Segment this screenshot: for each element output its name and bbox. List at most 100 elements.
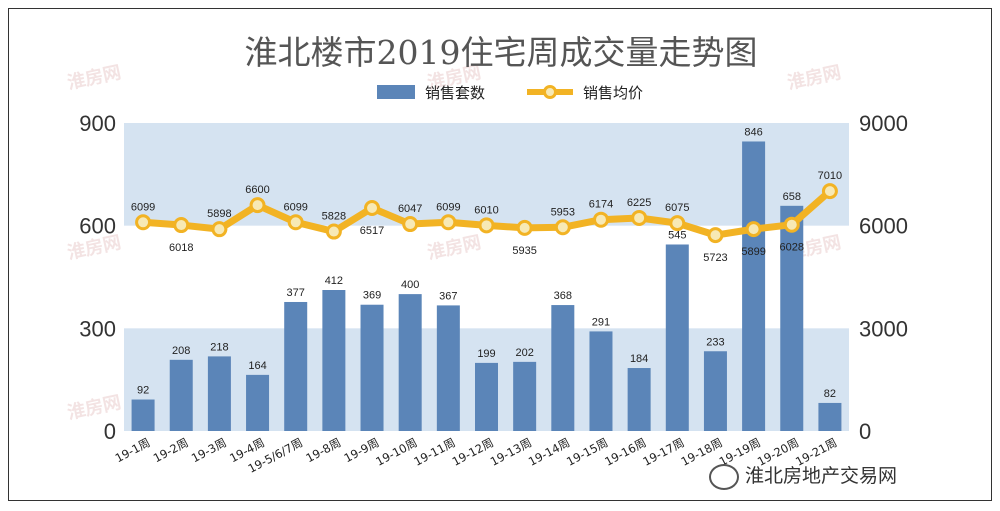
wechat-icon <box>709 463 739 490</box>
left-axis-tick: 0 <box>104 419 116 444</box>
price-value-label: 6099 <box>283 201 307 213</box>
price-point <box>402 216 419 233</box>
price-value-label: 5898 <box>207 208 231 220</box>
left-axis-tick: 600 <box>79 214 116 239</box>
category-label: 19-17周 <box>640 435 686 468</box>
bar-value-label: 202 <box>515 347 533 359</box>
price-point <box>287 214 304 231</box>
chart-title: 淮北楼市2019住宅周成交量走势图 <box>245 33 758 72</box>
left-axis-tick: 900 <box>79 111 116 136</box>
price-value-label: 6225 <box>627 197 651 209</box>
band-600-900 <box>124 123 849 226</box>
watermark-text: 淮房网 <box>785 61 842 94</box>
bar <box>818 402 842 431</box>
bar-value-label: 367 <box>439 290 457 302</box>
legend-bar-label: 销售套数 <box>425 84 485 102</box>
bar-labels: 92 208 218 164 377 412 369 400 367 199 202 368 291 18… <box>137 126 836 399</box>
bar-value-label: 846 <box>744 126 762 138</box>
price-point <box>249 197 266 214</box>
price-value-label: 6018 <box>169 242 193 254</box>
category-label: 19-3周 <box>189 435 229 465</box>
left-axis-tick: 300 <box>79 316 116 341</box>
category-label: 19-8周 <box>303 435 343 465</box>
bar <box>742 141 766 432</box>
bar <box>513 361 537 431</box>
price-value-label: 6099 <box>436 201 460 213</box>
price-point <box>631 209 648 226</box>
price-point <box>325 223 342 240</box>
brand-badge: 淮北房地产交易网 <box>709 461 897 490</box>
watermark-text: 淮房网 <box>65 61 122 94</box>
category-label: 19-14周 <box>526 435 572 468</box>
price-point <box>745 221 762 238</box>
bar <box>703 351 727 431</box>
price-point <box>440 214 457 231</box>
bar-value-label: 368 <box>554 290 572 302</box>
category-label: 19-11周 <box>412 435 458 468</box>
price-point <box>516 219 533 236</box>
price-value-label: 6600 <box>245 184 269 196</box>
watermark-text: 淮房网 <box>425 231 482 264</box>
bar-value-label: 291 <box>592 316 610 328</box>
bar <box>246 374 270 431</box>
category-label: 19-12周 <box>450 435 496 468</box>
bar-value-label: 92 <box>137 385 149 397</box>
bar <box>475 362 498 431</box>
price-point <box>364 199 381 216</box>
bar <box>360 304 384 431</box>
line-series <box>135 183 838 244</box>
price-value-label: 6010 <box>474 204 498 216</box>
price-value-label: 6028 <box>780 242 804 254</box>
bar-value-label: 164 <box>248 360 266 372</box>
bar-value-label: 82 <box>824 388 836 400</box>
bar <box>284 301 308 431</box>
bar-value-label: 199 <box>477 348 495 360</box>
legend-line-marker <box>543 85 557 99</box>
bar-value-label: 658 <box>783 191 801 203</box>
price-point <box>173 217 190 234</box>
price-value-label: 7010 <box>818 170 842 182</box>
bar <box>589 331 613 431</box>
price-point <box>669 215 686 232</box>
bar <box>131 399 155 431</box>
price-value-label: 5723 <box>703 252 727 264</box>
chart-svg: 淮房网淮房网淮房网淮房网淮房网淮房网淮房网淮房网淮房网 淮北楼市2019住宅周成… <box>65 33 908 476</box>
right-axis-tick: 3000 <box>859 316 908 341</box>
chart-frame: 淮房网淮房网淮房网淮房网淮房网淮房网淮房网淮房网淮房网 淮北楼市2019住宅周成… <box>8 8 992 501</box>
bar-series <box>131 141 842 432</box>
legend-line-label: 销售均价 <box>583 84 643 102</box>
bar <box>627 368 651 431</box>
bar-value-label: 377 <box>287 287 305 299</box>
right-axis-tick: 6000 <box>859 214 908 239</box>
line-labels: 6099 6018 5898 6600 6099 5828 6517 6047 6099 6010… <box>131 170 842 264</box>
price-value-label: 5953 <box>551 206 575 218</box>
price-point <box>135 214 152 231</box>
right-axis-tick: 9000 <box>859 111 908 136</box>
bar-value-label: 233 <box>706 336 724 348</box>
price-point <box>554 219 571 236</box>
price-point <box>707 227 724 244</box>
legend-bar-swatch <box>377 85 415 99</box>
price-point <box>592 211 609 228</box>
bar-value-label: 208 <box>172 345 190 357</box>
category-label: 19-13周 <box>488 435 534 468</box>
price-value-label: 6174 <box>589 199 613 211</box>
bar-value-label: 412 <box>325 275 343 287</box>
bar-value-label: 369 <box>363 290 381 302</box>
price-value-label: 6047 <box>398 203 422 215</box>
bar-value-label: 218 <box>210 341 228 353</box>
category-label: 19-16周 <box>602 435 648 468</box>
price-value-label: 5899 <box>741 246 765 258</box>
price-value-label: 6517 <box>360 225 384 237</box>
bar <box>436 305 460 431</box>
bar <box>322 290 346 431</box>
price-value-label: 6099 <box>131 201 155 213</box>
bar <box>780 205 804 431</box>
category-label: 19-1周 <box>113 435 153 465</box>
legend: 销售套数 销售均价 <box>377 84 643 102</box>
price-value-label: 5935 <box>512 245 536 257</box>
right-axis-tick: 0 <box>859 419 871 444</box>
bar <box>207 356 231 431</box>
bar <box>665 244 689 431</box>
